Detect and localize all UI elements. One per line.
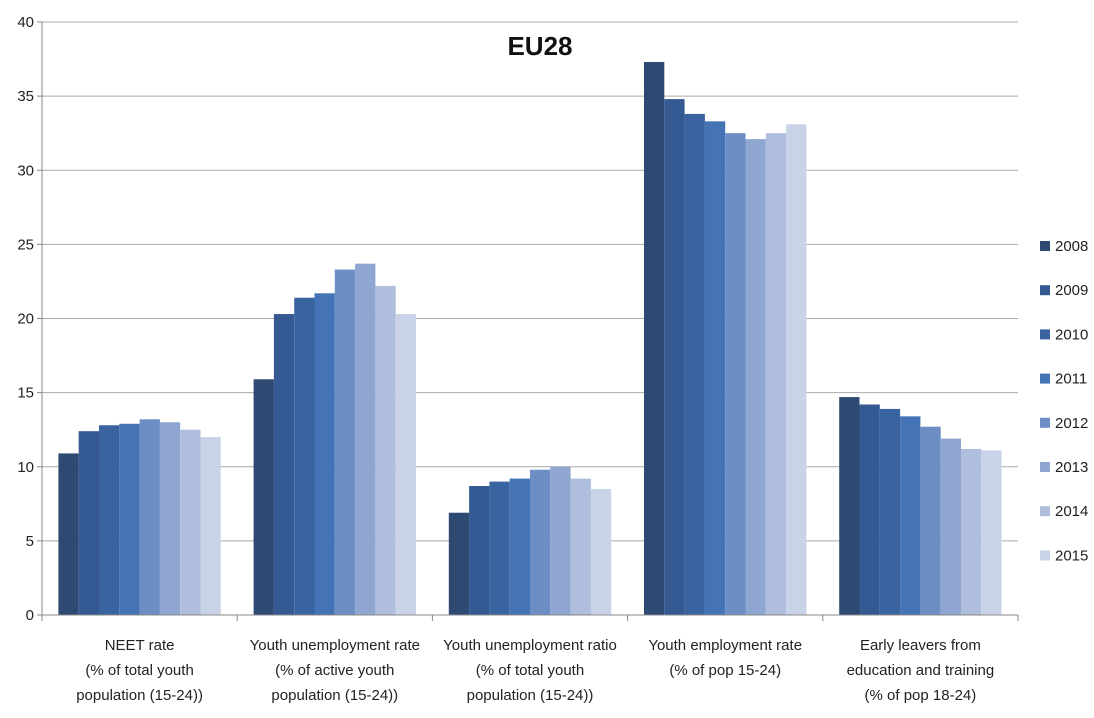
category-label-line: (% of total youth	[85, 662, 193, 679]
bar-2010-cat2	[489, 481, 510, 615]
category-label-0: NEET rate (% of total youth population (15…	[76, 637, 203, 704]
bar-2015-cat1	[395, 314, 416, 615]
category-label-line: Youth employment rate	[648, 637, 802, 654]
bar-2013-cat4	[940, 438, 961, 615]
legend-item-2012: 2012	[1040, 415, 1088, 432]
bar-2009-cat1	[273, 314, 295, 615]
legend-item-2014: 2014	[1040, 503, 1088, 520]
y-tick-label: 30	[17, 162, 34, 179]
legend-label: 2015	[1055, 547, 1088, 564]
legend-label: 2014	[1055, 503, 1088, 520]
bar-2013-cat0	[159, 422, 181, 615]
legend-label: 2013	[1055, 459, 1088, 476]
legend-item-2011: 2011	[1040, 371, 1087, 388]
legend-label: 2008	[1055, 238, 1088, 255]
legend-swatch	[1040, 550, 1050, 561]
y-tick-label: 40	[17, 14, 34, 31]
legend-swatch	[1040, 417, 1050, 428]
bar-2010-cat3	[684, 113, 705, 615]
y-tick-label: 15	[17, 385, 34, 402]
legend: 2008 2009 2010 2011 2012 2013 2014 2015	[1040, 238, 1088, 564]
bars	[58, 62, 1002, 616]
category-label-2: Youth unemployment ratio (% of total yout…	[443, 637, 617, 704]
legend-swatch	[1040, 285, 1050, 296]
category-label-line: Youth unemployment ratio	[443, 637, 617, 654]
bar-2013-cat3	[745, 139, 766, 615]
category-label-line: (% of total youth	[476, 662, 584, 679]
bar-2012-cat2	[530, 469, 551, 615]
legend-item-2015: 2015	[1040, 547, 1088, 564]
y-tick-label: 20	[17, 311, 34, 328]
category-labels: NEET rate (% of total youth population (15…	[76, 637, 994, 704]
bar-2012-cat1	[334, 269, 356, 615]
category-label-line: (% of active youth	[275, 662, 394, 679]
bar-2009-cat4	[859, 404, 880, 615]
bar-2015-cat0	[200, 437, 221, 615]
bar-2008-cat0	[58, 453, 79, 615]
legend-item-2009: 2009	[1040, 282, 1088, 299]
bar-2010-cat4	[879, 408, 901, 615]
bar-2011-cat0	[119, 423, 140, 615]
legend-label: 2010	[1055, 326, 1088, 343]
y-tick-label: 5	[26, 533, 34, 550]
legend-item-2013: 2013	[1040, 459, 1088, 476]
category-label-1: Youth unemployment rate (% of active yout…	[250, 637, 420, 704]
bar-2014-cat4	[961, 448, 982, 615]
y-axis-ticks: 0 5 10 15 20 25 30 35 40	[17, 14, 42, 624]
legend-label: 2011	[1055, 371, 1087, 388]
category-label-4: Early leavers from education and training…	[847, 637, 995, 704]
category-label-3: Youth employment rate (% of pop 15-24)	[648, 637, 802, 679]
bar-2014-cat1	[375, 285, 396, 615]
bar-2012-cat4	[920, 426, 941, 615]
category-label-line: (% of pop 18-24)	[865, 687, 977, 704]
category-label-line: population (15-24))	[76, 687, 203, 704]
category-label-line: (% of pop 15-24)	[669, 662, 781, 679]
bar-2013-cat1	[355, 263, 376, 615]
bar-2014-cat3	[765, 133, 787, 615]
bar-2014-cat2	[570, 478, 591, 615]
bar-2012-cat3	[725, 133, 746, 615]
bar-2011-cat2	[509, 478, 530, 615]
category-label-line: Early leavers from	[860, 637, 981, 654]
legend-swatch	[1040, 241, 1050, 251]
legend-swatch	[1040, 506, 1050, 517]
bar-2008-cat2	[448, 512, 470, 615]
bar-2008-cat4	[839, 397, 860, 615]
bar-2013-cat2	[550, 466, 571, 615]
chart-title: EU28	[507, 31, 572, 61]
bar-2011-cat1	[314, 293, 335, 615]
legend-item-2008: 2008	[1040, 238, 1088, 255]
category-label-line: population (15-24))	[467, 687, 594, 704]
legend-label: 2012	[1055, 415, 1088, 432]
axes	[41, 22, 1019, 621]
bar-2008-cat3	[644, 62, 665, 615]
bar-2011-cat3	[704, 121, 726, 615]
y-tick-label: 25	[17, 236, 34, 253]
legend-swatch	[1040, 462, 1050, 472]
bar-2015-cat3	[786, 124, 807, 615]
legend-swatch	[1040, 329, 1050, 340]
bar-2012-cat0	[139, 419, 160, 615]
bar-2010-cat1	[294, 297, 315, 615]
bar-2009-cat3	[664, 99, 685, 616]
bar-2009-cat2	[469, 486, 490, 615]
y-tick-label: 10	[17, 459, 34, 476]
bar-2008-cat1	[253, 379, 274, 615]
bar-2015-cat2	[590, 488, 612, 615]
bar-2010-cat0	[99, 425, 120, 615]
legend-swatch	[1040, 373, 1050, 384]
category-label-line: NEET rate	[105, 637, 175, 654]
y-tick-label: 35	[17, 88, 34, 105]
bar-2009-cat0	[78, 431, 99, 615]
y-tick-label: 0	[26, 607, 34, 624]
category-label-line: education and training	[847, 662, 995, 679]
legend-label: 2009	[1055, 282, 1088, 299]
legend-item-2010: 2010	[1040, 326, 1088, 343]
category-label-line: population (15-24))	[271, 687, 398, 704]
bar-2014-cat0	[180, 429, 201, 615]
category-label-line: Youth unemployment rate	[250, 637, 420, 654]
bar-2015-cat4	[981, 450, 1002, 615]
bar-2011-cat4	[900, 416, 921, 615]
